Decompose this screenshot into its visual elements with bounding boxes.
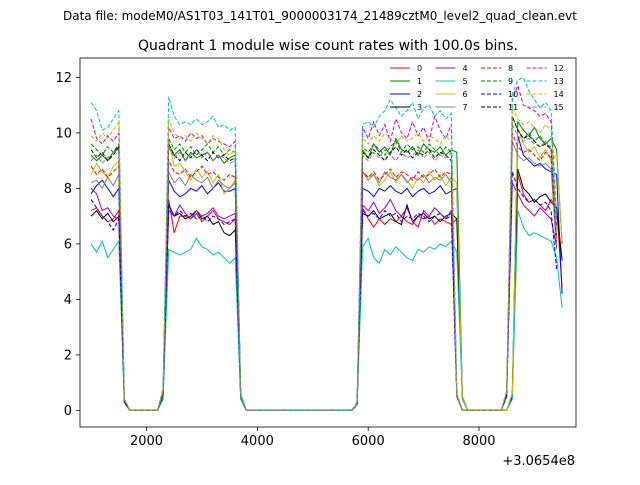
- y-tick-label: 6: [64, 237, 72, 252]
- y-tick-label: 12: [55, 71, 72, 86]
- legend-label-8: 8: [508, 64, 513, 73]
- y-tick-label: 10: [55, 126, 72, 141]
- chart-title: Quadrant 1 module wise count rates with …: [138, 38, 518, 54]
- legend-label-13: 13: [554, 77, 564, 86]
- y-tick-label: 4: [64, 293, 72, 308]
- axes-frame: [79, 57, 577, 428]
- series-layer: [90, 76, 563, 411]
- legend-label-0: 0: [417, 64, 422, 73]
- legend-label-10: 10: [508, 90, 518, 99]
- series-line-14: [90, 107, 558, 411]
- legend-label-6: 6: [463, 90, 468, 99]
- x-axis: 2000 4000 6000 8000: [130, 427, 496, 449]
- legend-label-14: 14: [554, 90, 564, 99]
- x-offset-label: +3.0654e8: [502, 454, 575, 469]
- legend-label-11: 11: [508, 103, 518, 112]
- legend-label-15: 15: [554, 103, 564, 112]
- x-tick-label: 8000: [462, 434, 495, 449]
- y-axis: 0 2 4 6 8 10 12: [55, 71, 80, 419]
- chart-suptitle: Data file: modeM0/AS1T03_141T01_90000031…: [63, 9, 577, 23]
- y-tick-label: 2: [64, 348, 72, 363]
- legend-label-9: 9: [508, 77, 513, 86]
- legend-label-2: 2: [417, 90, 422, 99]
- legend-label-3: 3: [417, 103, 422, 112]
- x-tick-label: 6000: [352, 434, 385, 449]
- legend-label-5: 5: [463, 77, 468, 86]
- legend-label-7: 7: [463, 103, 468, 112]
- y-tick-label: 0: [64, 404, 72, 419]
- legend-label-12: 12: [554, 64, 564, 73]
- series-line-15: [90, 124, 558, 411]
- x-tick-label: 2000: [130, 434, 163, 449]
- y-tick-label: 8: [64, 182, 72, 197]
- legend-label-1: 1: [417, 77, 422, 86]
- legend-label-4: 4: [463, 64, 468, 73]
- x-tick-label: 4000: [241, 434, 274, 449]
